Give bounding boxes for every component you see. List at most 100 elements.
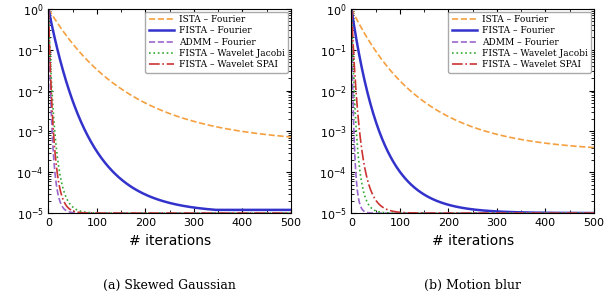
FISTA – Wavelet SPAI bbox=[133, 211, 141, 215]
ADMM – Fourier bbox=[507, 211, 514, 215]
FISTA – Wavelet Jacobi bbox=[245, 211, 253, 215]
FISTA – Wavelet SPAI bbox=[105, 211, 112, 215]
FISTA – Fourier bbox=[436, 200, 444, 204]
ADMM – Fourier bbox=[287, 211, 295, 215]
FISTA – Fourier bbox=[408, 183, 415, 187]
Line: ISTA – Fourier: ISTA – Fourier bbox=[48, 9, 291, 137]
FISTA – Wavelet Jacobi bbox=[507, 211, 514, 215]
FISTA – Fourier bbox=[45, 7, 52, 11]
ADMM – Fourier bbox=[448, 211, 455, 215]
FISTA – Wavelet SPAI bbox=[204, 211, 211, 215]
ISTA – Fourier bbox=[590, 146, 598, 149]
FISTA – Wavelet SPAI bbox=[436, 211, 444, 215]
FISTA – Fourier bbox=[348, 7, 355, 11]
FISTA – Fourier bbox=[507, 210, 514, 214]
FISTA – Wavelet Jacobi bbox=[286, 211, 293, 215]
FISTA – Wavelet Jacobi bbox=[348, 9, 355, 13]
FISTA – Fourier bbox=[201, 207, 208, 211]
FISTA – Wavelet SPAI bbox=[45, 7, 52, 11]
FISTA – Wavelet SPAI bbox=[418, 211, 425, 215]
FISTA – Wavelet Jacobi bbox=[504, 211, 511, 215]
ADMM – Fourier bbox=[504, 211, 511, 215]
Text: (b) Motion blur: (b) Motion blur bbox=[424, 279, 521, 292]
FISTA – Wavelet Jacobi bbox=[45, 9, 52, 13]
ADMM – Fourier bbox=[549, 211, 556, 215]
FISTA – Wavelet Jacobi bbox=[547, 211, 554, 215]
FISTA – Wavelet SPAI bbox=[244, 211, 251, 215]
Legend: ISTA – Fourier, FISTA – Fourier, ADMM – Fourier, FISTA – Wavelet Jacobi, FISTA –: ISTA – Fourier, FISTA – Fourier, ADMM – … bbox=[145, 12, 288, 73]
ISTA – Fourier bbox=[548, 142, 556, 146]
Line: ADMM – Fourier: ADMM – Fourier bbox=[351, 13, 594, 213]
ISTA – Fourier bbox=[133, 97, 141, 100]
FISTA – Wavelet SPAI bbox=[548, 211, 556, 215]
FISTA – Wavelet Jacobi bbox=[115, 211, 122, 215]
ISTA – Fourier bbox=[287, 135, 295, 139]
FISTA – Fourier bbox=[418, 191, 425, 195]
FISTA – Wavelet SPAI bbox=[246, 211, 253, 215]
Line: FISTA – Wavelet Jacobi: FISTA – Wavelet Jacobi bbox=[48, 11, 291, 213]
ADMM – Fourier bbox=[133, 211, 141, 215]
Line: FISTA – Wavelet Jacobi: FISTA – Wavelet Jacobi bbox=[351, 11, 594, 213]
Line: FISTA – Fourier: FISTA – Fourier bbox=[351, 9, 594, 213]
ADMM – Fourier bbox=[436, 211, 444, 215]
ADMM – Fourier bbox=[204, 211, 211, 215]
ADMM – Fourier bbox=[408, 211, 415, 215]
ISTA – Fourier bbox=[436, 110, 444, 114]
Line: ADMM – Fourier: ADMM – Fourier bbox=[48, 13, 291, 213]
ADMM – Fourier bbox=[105, 211, 112, 215]
FISTA – Wavelet Jacobi bbox=[590, 211, 598, 215]
FISTA – Fourier bbox=[246, 208, 253, 212]
ISTA – Fourier bbox=[45, 7, 52, 11]
FISTA – Wavelet Jacobi bbox=[204, 211, 211, 215]
FISTA – Wavelet Jacobi bbox=[201, 211, 208, 215]
FISTA – Wavelet SPAI bbox=[115, 211, 122, 215]
FISTA – Fourier bbox=[590, 211, 598, 215]
FISTA – Wavelet Jacobi bbox=[408, 211, 415, 215]
ADMM – Fourier bbox=[348, 11, 355, 15]
ISTA – Fourier bbox=[105, 78, 112, 81]
FISTA – Wavelet Jacobi bbox=[133, 211, 141, 215]
FISTA – Fourier bbox=[213, 208, 220, 212]
FISTA – Fourier bbox=[504, 210, 511, 214]
FISTA – Fourier bbox=[133, 188, 141, 192]
ISTA – Fourier bbox=[408, 90, 415, 94]
FISTA – Fourier bbox=[204, 207, 211, 211]
ADMM – Fourier bbox=[246, 211, 253, 215]
ISTA – Fourier bbox=[204, 123, 211, 127]
ADMM – Fourier bbox=[115, 211, 122, 215]
FISTA – Wavelet Jacobi bbox=[287, 211, 295, 215]
ISTA – Fourier bbox=[245, 131, 253, 134]
Line: FISTA – Wavelet SPAI: FISTA – Wavelet SPAI bbox=[351, 9, 594, 213]
FISTA – Wavelet Jacobi bbox=[549, 211, 556, 215]
ISTA – Fourier bbox=[507, 136, 514, 139]
FISTA – Wavelet SPAI bbox=[408, 211, 415, 215]
X-axis label: # iterations: # iterations bbox=[431, 234, 514, 247]
FISTA – Wavelet SPAI bbox=[287, 211, 295, 215]
Legend: ISTA – Fourier, FISTA – Fourier, ADMM – Fourier, FISTA – Wavelet Jacobi, FISTA –: ISTA – Fourier, FISTA – Fourier, ADMM – … bbox=[448, 12, 591, 73]
FISTA – Fourier bbox=[548, 211, 556, 215]
ADMM – Fourier bbox=[590, 211, 598, 215]
Line: FISTA – Fourier: FISTA – Fourier bbox=[48, 9, 291, 210]
FISTA – Wavelet SPAI bbox=[201, 211, 208, 215]
FISTA – Fourier bbox=[105, 165, 112, 169]
ISTA – Fourier bbox=[115, 86, 122, 89]
FISTA – Wavelet Jacobi bbox=[105, 211, 112, 215]
ADMM – Fourier bbox=[45, 11, 52, 15]
Text: (a) Skewed Gaussian: (a) Skewed Gaussian bbox=[103, 279, 236, 292]
FISTA – Fourier bbox=[287, 208, 295, 212]
ISTA – Fourier bbox=[348, 7, 355, 11]
FISTA – Wavelet SPAI bbox=[348, 7, 355, 11]
FISTA – Wavelet Jacobi bbox=[418, 211, 425, 215]
ADMM – Fourier bbox=[194, 211, 201, 215]
FISTA – Wavelet Jacobi bbox=[436, 211, 444, 215]
ISTA – Fourier bbox=[418, 98, 425, 102]
Line: ISTA – Fourier: ISTA – Fourier bbox=[351, 9, 594, 147]
ISTA – Fourier bbox=[504, 135, 511, 139]
FISTA – Fourier bbox=[115, 176, 122, 179]
FISTA – Wavelet SPAI bbox=[507, 211, 514, 215]
FISTA – Wavelet SPAI bbox=[590, 211, 598, 215]
ISTA – Fourier bbox=[201, 122, 208, 126]
X-axis label: # iterations: # iterations bbox=[128, 234, 211, 247]
Line: FISTA – Wavelet SPAI: FISTA – Wavelet SPAI bbox=[48, 9, 291, 213]
ADMM – Fourier bbox=[201, 211, 208, 215]
